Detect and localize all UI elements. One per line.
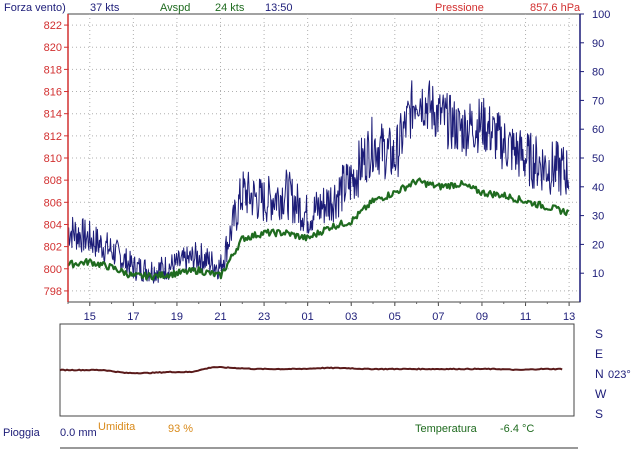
right-tick-label: 20 bbox=[592, 239, 604, 251]
temperature-label: Temperatura bbox=[415, 423, 477, 435]
wind-direction-line bbox=[59, 366, 563, 375]
avspd-line bbox=[67, 177, 570, 281]
left-axis-ticks: 798 800 802 804 806 808 810 812 814 816 818 820 822 bbox=[44, 14, 69, 302]
x-tick-label: 01 bbox=[302, 311, 314, 323]
wind-speed-label: Forza vento) bbox=[4, 2, 66, 14]
left-tick-label: 818 bbox=[44, 64, 62, 76]
wind-pressure-chart: 798800802804806808810812814816818820822 … bbox=[44, 9, 611, 323]
current-direction-readout: 023° bbox=[608, 369, 631, 381]
wind-speed-value: 37 kts bbox=[90, 2, 120, 14]
right-tick-label: 10 bbox=[592, 268, 604, 280]
x-tick-label: 23 bbox=[258, 311, 270, 323]
compass-label-n: N bbox=[595, 367, 604, 381]
compass-label-w: W bbox=[595, 387, 607, 401]
right-tick-label: 50 bbox=[592, 153, 604, 165]
x-tick-label: 13 bbox=[563, 311, 575, 323]
rain-value: 0.0 mm bbox=[60, 427, 97, 439]
left-tick-label: 806 bbox=[44, 197, 62, 209]
compass-label-s: S bbox=[595, 327, 603, 341]
compass-label-s: S bbox=[595, 407, 603, 421]
x-tick-label: 21 bbox=[214, 311, 226, 323]
right-tick-label: 100 bbox=[592, 9, 610, 21]
right-tick-label: 60 bbox=[592, 124, 604, 136]
left-tick-label: 804 bbox=[44, 219, 62, 231]
compass-label-e: E bbox=[595, 347, 603, 361]
next-panel-edge bbox=[60, 447, 578, 449]
x-tick-label: 03 bbox=[345, 311, 357, 323]
humidity-value: 93 % bbox=[168, 423, 194, 435]
humidity-label: Umidita bbox=[98, 421, 136, 433]
main-series bbox=[67, 80, 570, 284]
time-readout: 13:50 bbox=[265, 2, 293, 14]
temperature-value: -6.4 °C bbox=[500, 423, 535, 435]
x-axis-ticks: 15 17 19 21 23 01 03 05 07 09 11 13 bbox=[67, 302, 575, 323]
main-grid bbox=[67, 13, 581, 303]
right-tick-label: 40 bbox=[592, 182, 604, 194]
avspd-label: Avspd bbox=[160, 2, 191, 14]
x-tick-label: 17 bbox=[127, 311, 139, 323]
x-tick-label: 09 bbox=[476, 311, 488, 323]
right-tick-label: 30 bbox=[592, 211, 604, 223]
right-tick-label: 70 bbox=[592, 95, 604, 107]
left-tick-label: 822 bbox=[44, 20, 62, 32]
left-tick-label: 820 bbox=[44, 42, 62, 54]
wind-speed-line bbox=[67, 80, 570, 284]
left-tick-label: 812 bbox=[44, 131, 62, 143]
right-tick-label: 90 bbox=[592, 38, 604, 50]
x-tick-label: 05 bbox=[389, 311, 401, 323]
direction-frame bbox=[59, 323, 575, 417]
x-tick-label: 07 bbox=[432, 311, 444, 323]
pressure-label: Pressione bbox=[435, 2, 484, 14]
left-tick-label: 810 bbox=[44, 153, 62, 165]
x-tick-label: 19 bbox=[171, 311, 183, 323]
rain-label: Pioggia bbox=[3, 427, 40, 439]
left-tick-label: 802 bbox=[44, 242, 62, 254]
avspd-value: 24 kts bbox=[215, 2, 245, 14]
left-tick-label: 814 bbox=[44, 109, 62, 121]
x-tick-label: 11 bbox=[520, 311, 531, 323]
left-tick-label: 808 bbox=[44, 175, 62, 187]
x-tick-label: 15 bbox=[84, 311, 96, 323]
direction-plot-frame bbox=[59, 323, 575, 417]
left-tick-label: 800 bbox=[44, 264, 62, 276]
pressure-value: 857.6 hPa bbox=[530, 2, 581, 14]
left-tick-label: 798 bbox=[44, 286, 62, 298]
right-tick-label: 80 bbox=[592, 67, 604, 79]
right-axis-ticks: 10 20 30 40 50 60 70 80 90 100 bbox=[579, 9, 610, 302]
direction-series bbox=[59, 366, 563, 375]
left-tick-label: 816 bbox=[44, 87, 62, 99]
